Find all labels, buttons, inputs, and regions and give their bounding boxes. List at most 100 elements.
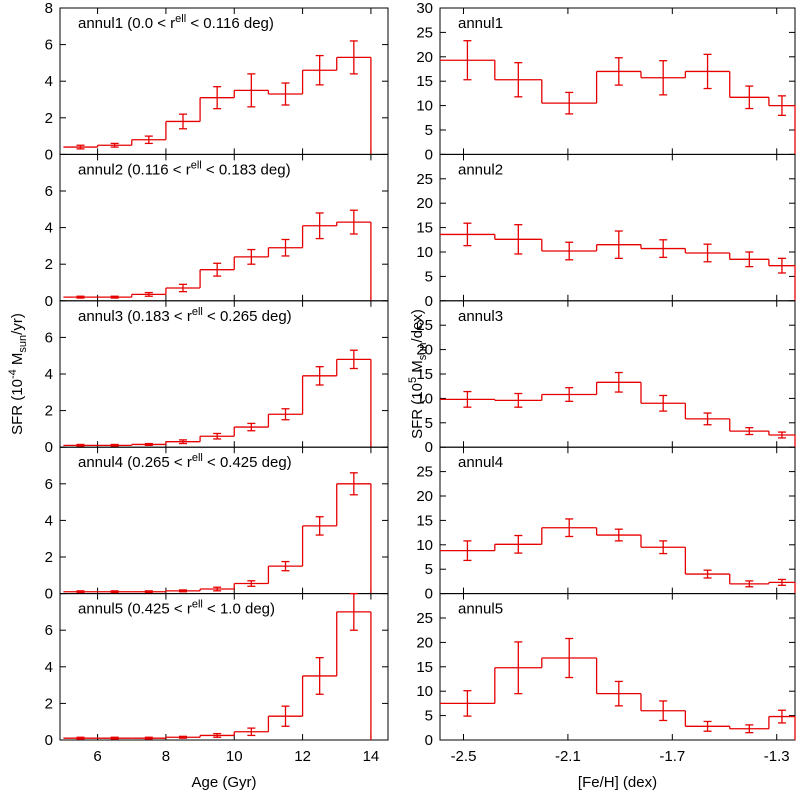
y-tick-label: 4 — [45, 659, 53, 676]
panel-title-part: annul3 — [458, 308, 503, 325]
panel-title-part: ell — [192, 452, 203, 464]
y-tick-label: 10 — [416, 98, 433, 115]
y-tick-label: 0 — [425, 586, 433, 603]
y-tick-label: 10 — [416, 390, 433, 407]
y-tick-label: 15 — [416, 659, 433, 676]
y-tick-label: 6 — [45, 476, 53, 493]
y-tick-label: 0 — [45, 439, 53, 456]
y-tick-label: 4 — [45, 220, 53, 237]
y-tick-label: 6 — [45, 183, 53, 200]
y-tick-label: 25 — [416, 171, 433, 188]
y-tick-label: 10 — [416, 683, 433, 700]
panel-title-part: ell — [191, 159, 202, 171]
x-tick-label: -1.7 — [659, 748, 685, 765]
panel-title-part: annul2 (0.116 < r — [78, 161, 191, 178]
panel-title-part: < 0.425 deg) — [203, 454, 292, 471]
panel-title: annul2 — [458, 161, 503, 178]
y-tick-label: 4 — [45, 512, 53, 529]
y-axis-label-part: -4 — [7, 369, 19, 379]
y-axis-label-part: /yr) — [9, 313, 26, 335]
y-tick-label: 2 — [45, 403, 53, 420]
x-tick-label: 8 — [162, 748, 170, 765]
y-tick-label: 8 — [45, 0, 53, 17]
y-tick-label: 6 — [45, 329, 53, 346]
y-tick-label: 2 — [45, 549, 53, 566]
y-axis-label-part: 5 — [407, 377, 419, 383]
y-tick-label: 25 — [416, 24, 433, 41]
y-tick-label: 25 — [416, 610, 433, 627]
y-tick-label: 5 — [425, 708, 433, 725]
panel-title: annul3 — [458, 308, 503, 325]
panel-title: annul5 (0.425 < rell < 1.0 deg) — [78, 599, 275, 618]
y-axis-label-part: sun — [17, 335, 29, 353]
y-tick-label: 0 — [45, 146, 53, 163]
y-tick-label: 6 — [45, 622, 53, 639]
x-tick-label: -1.3 — [764, 748, 790, 765]
x-tick-label: -2.5 — [451, 748, 477, 765]
y-tick-label: 5 — [425, 561, 433, 578]
x-tick-label: 12 — [294, 748, 311, 765]
y-tick-label: 0 — [425, 146, 433, 163]
panel-title-part: ell — [192, 306, 203, 318]
y-tick-label: 20 — [416, 342, 433, 359]
y-axis-label-part: M — [409, 360, 426, 377]
y-tick-label: 0 — [425, 439, 433, 456]
x-axis-label: [Fe/H] (dex) — [578, 774, 657, 791]
y-tick-label: 5 — [425, 415, 433, 432]
y-tick-label: 20 — [416, 488, 433, 505]
y-axis-label-part: SFR (10 — [409, 383, 426, 439]
y-tick-label: 5 — [425, 122, 433, 139]
y-tick-label: 15 — [416, 366, 433, 383]
y-tick-label: 30 — [416, 0, 433, 17]
panel-title-part: < 1.0 deg) — [203, 601, 275, 618]
panel-title-part: annul4 — [458, 454, 503, 471]
y-tick-label: 15 — [416, 73, 433, 90]
y-tick-label: 4 — [45, 73, 53, 90]
y-axis-label: SFR (10-4 Msun/yr) — [7, 313, 29, 435]
y-tick-label: 25 — [416, 464, 433, 481]
panel-title-part: annul1 — [458, 15, 503, 32]
y-axis-label-part: SFR (10 — [9, 379, 26, 435]
y-tick-label: 10 — [416, 244, 433, 261]
panel-title: annul5 — [458, 601, 503, 618]
y-tick-label: 0 — [45, 293, 53, 310]
y-tick-label: 20 — [416, 49, 433, 66]
panel-title-part: < 0.183 deg) — [202, 161, 291, 178]
y-tick-label: 4 — [45, 366, 53, 383]
panel-title: annul4 — [458, 454, 503, 471]
panel-title-part: annul2 — [458, 161, 503, 178]
x-tick-label: 10 — [226, 748, 243, 765]
y-tick-label: 0 — [425, 732, 433, 749]
y-tick-label: 0 — [45, 732, 53, 749]
y-tick-label: 0 — [45, 586, 53, 603]
x-tick-label: 6 — [93, 748, 101, 765]
y-tick-label: 15 — [416, 512, 433, 529]
y-tick-label: 10 — [416, 537, 433, 554]
y-axis-label-part: M — [9, 353, 26, 370]
y-tick-label: 15 — [416, 220, 433, 237]
panel-title: annul3 (0.183 < rell < 0.265 deg) — [78, 306, 292, 325]
panel-title: annul2 (0.116 < rell < 0.183 deg) — [78, 159, 291, 178]
y-tick-label: 5 — [425, 268, 433, 285]
y-tick-label: 20 — [416, 195, 433, 212]
panel-title: annul4 (0.265 < rell < 0.425 deg) — [78, 452, 292, 471]
panel-title-part: ell — [192, 599, 203, 611]
y-tick-label: 2 — [45, 256, 53, 273]
y-tick-label: 0 — [425, 293, 433, 310]
panel-title-part: annul4 (0.265 < r — [78, 454, 192, 471]
x-axis-label: Age (Gyr) — [191, 774, 256, 791]
panel-title-part: annul5 (0.425 < r — [78, 601, 192, 618]
panel-title-part: < 0.116 deg) — [186, 15, 274, 32]
y-axis-label: SFR (105 Msun/dex) — [407, 309, 429, 439]
y-axis-label-part: sun — [417, 342, 429, 360]
panel-title-part: ell — [175, 13, 186, 25]
panel-title-part: annul3 (0.183 < r — [78, 308, 192, 325]
panel-title: annul1 (0.0 < rell < 0.116 deg) — [78, 13, 274, 32]
x-tick-label: 14 — [363, 748, 380, 765]
y-tick-label: 25 — [416, 317, 433, 334]
panel-title: annul1 — [458, 15, 503, 32]
y-tick-label: 2 — [45, 110, 53, 127]
y-tick-label: 20 — [416, 634, 433, 651]
y-tick-label: 6 — [45, 37, 53, 54]
